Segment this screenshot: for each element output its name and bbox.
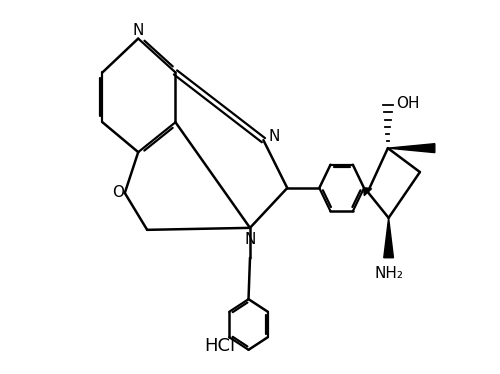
Text: N: N bbox=[268, 129, 280, 144]
Text: N: N bbox=[244, 232, 256, 247]
Polygon shape bbox=[388, 144, 435, 153]
Text: HCl: HCl bbox=[204, 337, 236, 355]
Text: N: N bbox=[132, 23, 144, 38]
Text: OH: OH bbox=[396, 96, 419, 111]
Text: NH₂: NH₂ bbox=[374, 266, 403, 281]
Polygon shape bbox=[384, 218, 394, 258]
Text: O: O bbox=[112, 186, 124, 200]
